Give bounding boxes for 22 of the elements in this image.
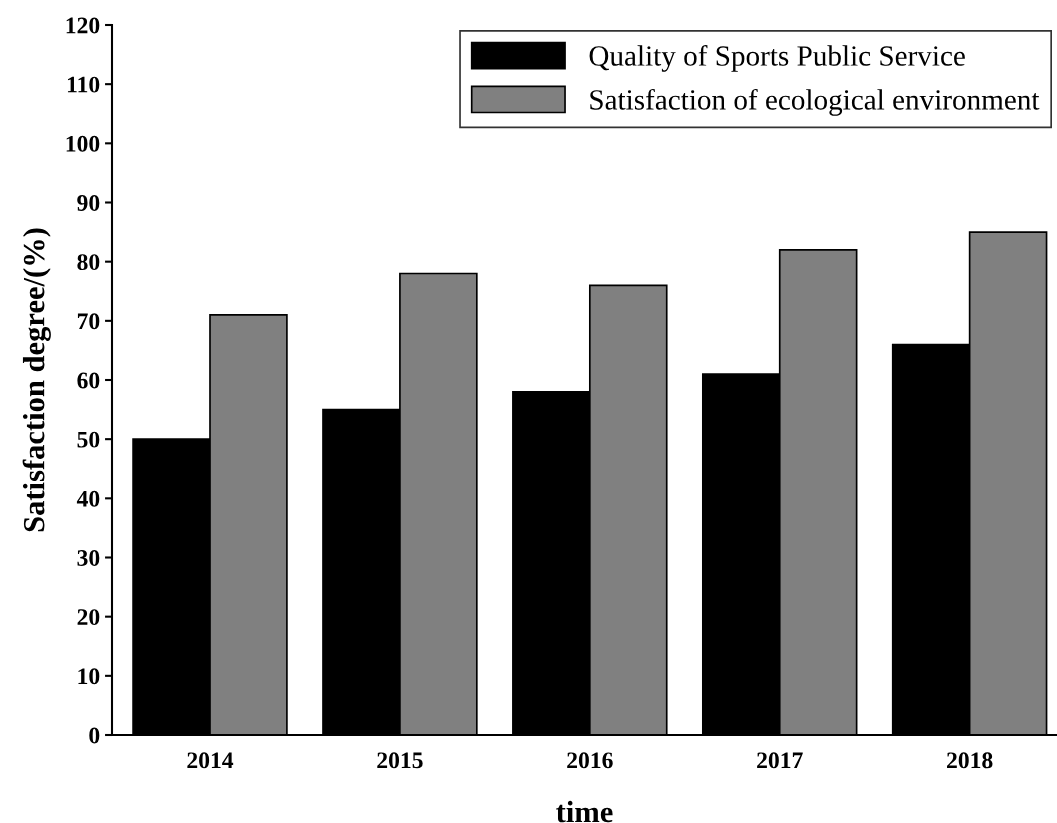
- x-tick-label: 2014: [187, 752, 234, 769]
- y-tick-label: 100: [66, 135, 100, 152]
- legend-label: Quality of Sports Public Service: [589, 45, 965, 72]
- y-axis-title: Satisfaction degree/(%): [22, 228, 51, 532]
- y-tick-label: 40: [76, 490, 100, 507]
- y-tick-label: 70: [77, 313, 100, 330]
- legend-label: Satisfaction of ecological environment: [590, 88, 1040, 116]
- y-tick-label: 0: [89, 727, 100, 744]
- y-tick-label: 50: [77, 431, 100, 448]
- x-tick-label: 2017: [757, 752, 803, 769]
- y-tick-label: 110: [67, 76, 100, 93]
- x-tick-label: 2016: [567, 752, 613, 769]
- x-tick-label: 2018: [947, 752, 993, 769]
- x-tick-label: 2015: [377, 752, 423, 769]
- y-tick-label: 120: [66, 17, 100, 34]
- x-axis-title: time: [556, 800, 613, 823]
- y-tick-label: 10: [78, 668, 100, 685]
- y-tick-label: 30: [77, 549, 100, 566]
- y-tick-label: 20: [77, 609, 100, 626]
- y-tick-label: 90: [77, 194, 100, 211]
- y-tick-label: 80: [77, 254, 100, 271]
- y-tick-label: 60: [77, 372, 100, 389]
